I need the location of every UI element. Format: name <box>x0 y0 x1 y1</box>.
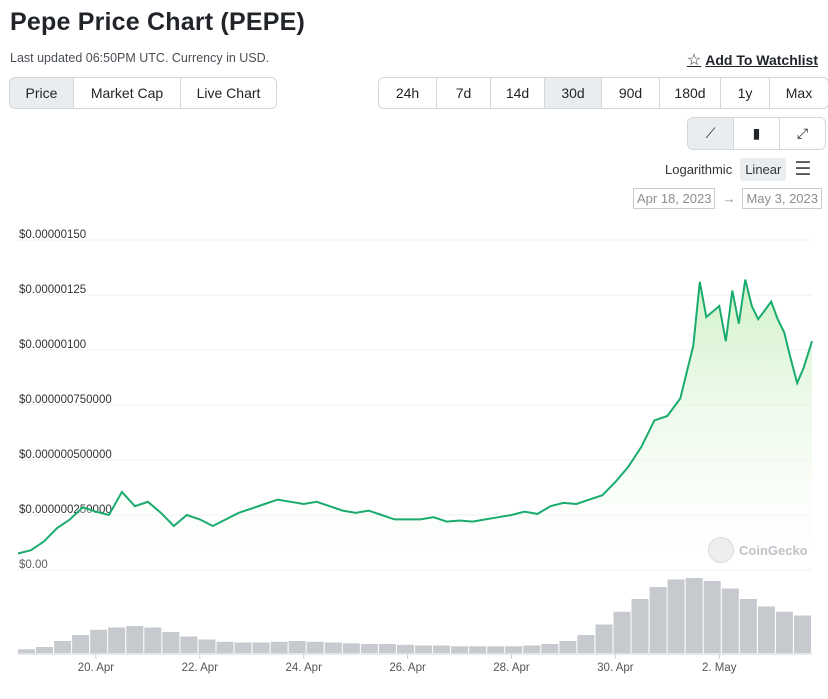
x-tick-label: 26. Apr <box>389 662 426 674</box>
price-area <box>18 279 812 570</box>
y-tick-label: $0.00000100 <box>19 339 86 351</box>
volume-bar <box>360 644 378 653</box>
volume-bar <box>703 581 721 653</box>
page-title: Pepe Price Chart (PEPE) <box>10 8 305 36</box>
volume-bar <box>126 626 144 653</box>
chart-type-toggle: ⟋ ▮ ⤢ <box>687 117 826 150</box>
x-tick-label: 30. Apr <box>597 662 634 674</box>
volume-bar <box>36 647 53 653</box>
volume-bar <box>469 646 487 654</box>
candlestick-icon[interactable]: ▮ <box>733 118 779 149</box>
volume-bar <box>667 579 685 653</box>
x-tick-label: 22. Apr <box>182 662 219 674</box>
price-line <box>17 279 813 555</box>
volume-bar <box>505 646 523 654</box>
volume-bar <box>523 645 541 653</box>
volume-bar <box>794 615 811 653</box>
arrow-icon: → <box>722 191 736 206</box>
volume-bar <box>306 641 324 654</box>
last-updated-text: Last updated 06:50PM UTC. Currency in US… <box>10 51 270 65</box>
tab-live-chart[interactable]: Live Chart <box>180 78 276 108</box>
range-tab-90d[interactable]: 90d <box>601 78 659 108</box>
scale-toggle: Logarithmic Linear ☰ <box>665 158 811 181</box>
volume-bar <box>270 641 288 654</box>
logarithmic-option[interactable]: Logarithmic <box>665 162 733 177</box>
x-tick-label: 28. Apr <box>493 662 530 674</box>
volume-bar <box>739 599 757 653</box>
volume-bar <box>18 649 35 654</box>
tab-market-cap[interactable]: Market Cap <box>73 78 180 108</box>
range-tabs: 24h 7d 14d 30d 90d 180d 1y Max <box>378 77 828 109</box>
volume-bar <box>108 627 126 653</box>
volume-bar <box>613 611 631 654</box>
date-from-input[interactable]: Apr 18, 2023 <box>633 188 716 209</box>
volume-bar <box>72 635 90 653</box>
volume-bar <box>54 641 72 653</box>
date-to-input[interactable]: May 3, 2023 <box>742 188 822 209</box>
volume-bar <box>198 639 216 653</box>
volume-bar <box>216 641 234 654</box>
range-tab-24h[interactable]: 24h <box>395 85 420 101</box>
date-range: Apr 18, 2023 → May 3, 2023 <box>633 188 822 209</box>
watermark-text: CoinGecko <box>739 542 808 558</box>
volume-bar <box>487 646 505 654</box>
range-tab-14d[interactable]: 14d <box>490 78 544 108</box>
volume-bar <box>252 642 270 653</box>
linear-option[interactable]: Linear <box>740 158 787 181</box>
volume-bar <box>162 632 180 653</box>
y-tick-label: $0.00000150 <box>19 229 86 241</box>
add-to-watchlist-link[interactable]: ☆ Add To Watchlist <box>687 50 818 70</box>
volume-bar <box>144 627 162 653</box>
volume-bar <box>631 599 649 653</box>
volume-bar <box>541 644 559 653</box>
menu-icon[interactable]: ☰ <box>794 159 812 180</box>
x-tick-label: 20. Apr <box>78 662 115 674</box>
volume-bar <box>324 642 342 653</box>
volume-bar <box>180 636 198 653</box>
range-tab-30d[interactable]: 30d <box>544 78 601 108</box>
volume-bar <box>775 611 793 654</box>
y-tick-label: $0.000000500000 <box>19 449 112 461</box>
range-tab-180d[interactable]: 180d <box>659 78 720 108</box>
volume-bar <box>397 644 414 654</box>
volume-bar <box>288 641 306 653</box>
coingecko-logo-icon <box>708 537 734 563</box>
x-tick-label: 2. May <box>702 662 737 674</box>
volume-bar <box>234 642 252 653</box>
volume-bar <box>378 644 396 653</box>
volume-bars <box>18 578 811 654</box>
tab-price[interactable]: Price <box>10 78 73 108</box>
range-tab-7d[interactable]: 7d <box>436 78 490 108</box>
volume-bar <box>451 646 469 654</box>
volume-bar <box>342 643 360 654</box>
volume-bar <box>577 635 595 653</box>
volume-bar <box>595 624 613 653</box>
volume-bar <box>433 645 450 653</box>
volume-bar <box>415 645 432 653</box>
volume-bar <box>757 606 775 653</box>
volume-bar <box>559 641 577 653</box>
range-tab-max[interactable]: Max <box>769 78 828 108</box>
volume-bar <box>721 588 739 653</box>
coingecko-watermark: CoinGecko <box>708 537 808 563</box>
range-tab-1y[interactable]: 1y <box>720 78 769 108</box>
line-chart-icon[interactable]: ⟋ <box>688 118 733 149</box>
volume-bar <box>685 578 703 653</box>
star-icon: ☆ <box>686 52 702 69</box>
y-tick-label: $0.00000125 <box>19 284 86 296</box>
watchlist-label: Add To Watchlist <box>705 52 818 68</box>
x-tick-label: 24. Apr <box>285 662 322 674</box>
fullscreen-icon[interactable]: ⤢ <box>779 118 825 149</box>
view-tabs: Price Market Cap Live Chart <box>9 77 277 109</box>
y-tick-label: $0.000000750000 <box>19 394 112 406</box>
volume-bar <box>649 587 667 653</box>
volume-bar <box>90 629 108 654</box>
